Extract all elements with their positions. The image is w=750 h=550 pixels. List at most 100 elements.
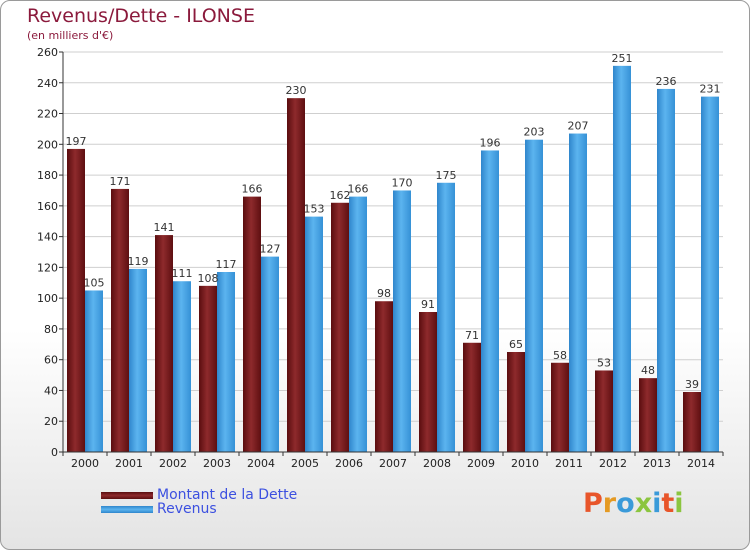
data-label-revenus: 196 xyxy=(480,136,501,149)
y-tick-label: 240 xyxy=(37,77,58,90)
data-label-revenus: 207 xyxy=(568,120,589,133)
bar-dette xyxy=(243,196,261,452)
x-tick-label: 2002 xyxy=(159,457,187,470)
data-label-revenus: 203 xyxy=(524,126,545,139)
y-tick-label: 60 xyxy=(44,354,58,367)
x-tick-label: 2014 xyxy=(687,457,715,470)
data-label-dette: 39 xyxy=(685,378,699,391)
y-tick-label: 200 xyxy=(37,138,58,151)
data-label-dette: 166 xyxy=(242,183,263,196)
bar-revenus xyxy=(85,290,103,452)
bar-dette xyxy=(199,285,217,452)
bar-dette xyxy=(67,148,85,452)
bar-dette xyxy=(507,352,525,452)
bar-revenus xyxy=(393,190,411,452)
x-tick-label: 2004 xyxy=(247,457,275,470)
bar-revenus xyxy=(525,139,543,452)
x-tick-label: 2013 xyxy=(643,457,671,470)
y-tick-label: 80 xyxy=(44,323,58,336)
bar-revenus xyxy=(613,65,631,452)
y-tick-label: 0 xyxy=(51,446,58,459)
data-label-revenus: 231 xyxy=(700,83,721,96)
bar-dette xyxy=(155,235,173,452)
data-label-dette: 65 xyxy=(509,338,523,351)
y-tick-label: 100 xyxy=(37,292,58,305)
bar-revenus xyxy=(569,133,587,453)
bar-revenus xyxy=(261,256,279,452)
data-label-dette: 108 xyxy=(198,272,219,285)
bar-dette xyxy=(419,312,437,452)
x-tick-label: 2001 xyxy=(115,457,143,470)
data-label-revenus: 175 xyxy=(436,169,457,182)
x-tick-label: 2005 xyxy=(291,457,319,470)
y-tick-label: 260 xyxy=(37,46,58,59)
bar-revenus xyxy=(349,196,367,452)
data-label-dette: 230 xyxy=(286,84,307,97)
x-tick-label: 2009 xyxy=(467,457,495,470)
logo-letter: r xyxy=(602,488,617,519)
data-label-revenus: 153 xyxy=(304,203,325,216)
bar-dette xyxy=(683,392,701,452)
logo-letter: x xyxy=(634,488,653,519)
data-label-dette: 53 xyxy=(597,356,611,369)
y-tick-label: 180 xyxy=(37,169,58,182)
x-tick-label: 2012 xyxy=(599,457,627,470)
legend-label-dette: Montant de la Dette xyxy=(157,487,298,503)
y-tick-label: 160 xyxy=(37,200,58,213)
logo-letter: o xyxy=(616,488,635,519)
x-tick-label: 2007 xyxy=(379,457,407,470)
data-label-dette: 91 xyxy=(421,298,435,311)
logo-letter: i xyxy=(674,488,684,519)
chart-subtitle: (en milliers d'€) xyxy=(27,29,114,42)
data-label-dette: 71 xyxy=(465,329,479,342)
bar-dette xyxy=(111,188,129,452)
legend-item-dette: Montant de la Dette xyxy=(101,487,297,503)
data-label-dette: 141 xyxy=(154,221,175,234)
legend-swatch-dette xyxy=(101,491,153,499)
data-label-revenus: 111 xyxy=(172,267,193,280)
data-label-revenus: 166 xyxy=(348,183,369,196)
data-label-revenus: 117 xyxy=(216,258,237,271)
x-tick-label: 2008 xyxy=(423,457,451,470)
chart-title: Revenus/Dette - ILONSE xyxy=(27,5,255,27)
data-label-dette: 162 xyxy=(330,189,351,202)
logo-letter: P xyxy=(583,488,603,519)
y-tick-label: 140 xyxy=(37,231,58,244)
y-tick-label: 120 xyxy=(37,261,58,274)
bar-dette xyxy=(331,202,349,452)
data-label-dette: 197 xyxy=(66,135,87,148)
y-tick-label: 20 xyxy=(44,415,58,428)
data-label-dette: 58 xyxy=(553,349,567,362)
bar-revenus xyxy=(657,88,675,452)
logo-letter: i xyxy=(652,488,662,519)
bar-revenus xyxy=(701,96,719,452)
data-label-revenus: 251 xyxy=(612,52,633,65)
bar-dette xyxy=(639,378,657,452)
data-label-dette: 98 xyxy=(377,287,391,300)
legend-item-revenus: Revenus xyxy=(101,501,217,517)
bar-revenus xyxy=(481,150,499,452)
bar-revenus xyxy=(305,216,323,452)
bar-revenus xyxy=(217,272,235,452)
x-tick-label: 2010 xyxy=(511,457,539,470)
data-label-revenus: 236 xyxy=(656,75,677,88)
data-label-revenus: 105 xyxy=(84,276,105,289)
data-label-dette: 48 xyxy=(641,364,655,377)
y-tick-label: 220 xyxy=(37,108,58,121)
logo-letter: t xyxy=(661,488,675,519)
bar-dette xyxy=(375,301,393,452)
bar-dette xyxy=(463,342,481,452)
data-label-revenus: 170 xyxy=(392,176,413,189)
x-tick-label: 2003 xyxy=(203,457,231,470)
proxiti-logo: Proxiti xyxy=(583,488,684,519)
x-tick-label: 2000 xyxy=(71,457,99,470)
data-label-dette: 171 xyxy=(110,175,131,188)
x-tick-label: 2011 xyxy=(555,457,583,470)
bar-revenus xyxy=(173,281,191,452)
legend-label-revenus: Revenus xyxy=(157,501,217,517)
x-tick-label: 2006 xyxy=(335,457,363,470)
y-tick-label: 40 xyxy=(44,384,58,397)
data-label-revenus: 127 xyxy=(260,243,281,256)
